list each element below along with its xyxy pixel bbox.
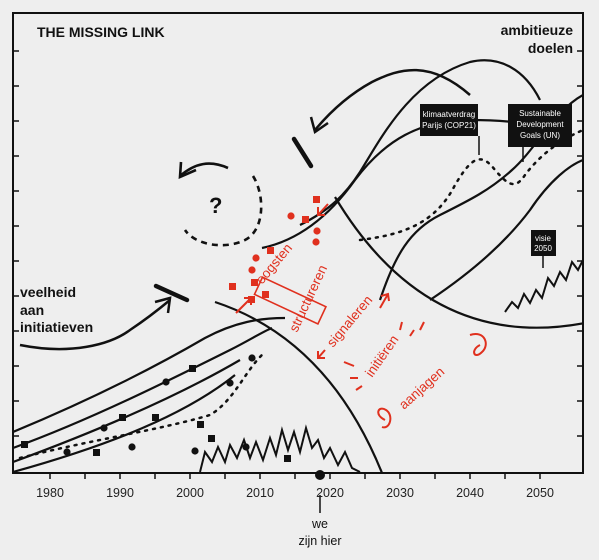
diagram-title: THE MISSING LINK [37, 24, 165, 40]
vision-box-line2: 2050 [534, 244, 552, 253]
sdg-box-line2: Development [516, 120, 564, 129]
initiate-label: initiëren [362, 332, 401, 379]
x-tick-label: 2030 [386, 486, 414, 500]
sdg-box [508, 104, 572, 147]
break-bar-upper [291, 136, 314, 169]
initiatives-arrow-head [154, 296, 172, 314]
question-mark: ? [209, 193, 222, 218]
x-tick-label: 2050 [526, 486, 554, 500]
vision-box [531, 230, 556, 256]
sdg-box-line3: Goals (UN) [520, 131, 560, 140]
structure-box [253, 276, 328, 326]
red-arrows [235, 203, 487, 429]
plot-frame [12, 12, 584, 474]
x-axis-ticks [49, 473, 541, 479]
question-cycle-arrow-head [178, 161, 197, 180]
paris-box [420, 104, 478, 136]
frame-ticks [13, 50, 583, 437]
jagged-data-line [199, 424, 361, 473]
current-position-dot [315, 470, 325, 480]
x-tick-label: 2040 [456, 486, 484, 500]
initiatives-label-line3: initiatieven [20, 319, 93, 335]
break-bar-lower [153, 283, 190, 303]
question-cycle-arrow-solid [179, 162, 229, 177]
x-axis-labels: 1980 1990 2000 2010 2020 2030 2040 2050 [36, 486, 554, 500]
ambition-arrow [314, 68, 471, 131]
ambition-label-line1: ambitieuze [501, 22, 574, 38]
lower-arc [214, 300, 384, 473]
we-are-here-line1: we [311, 517, 328, 531]
ambition-arrow-head [309, 116, 329, 135]
paris-box-line2: Parijs (COP21) [422, 121, 476, 130]
signal-label: signaleren [324, 293, 376, 350]
question-cycle-arrow [183, 175, 263, 247]
initiatives-label-line2: aan [20, 302, 44, 318]
we-are-here-line2: zijn hier [298, 534, 341, 548]
ambition-label-line2: doelen [528, 40, 573, 56]
right-jagged-line [504, 259, 583, 313]
structure-label: structureren [286, 263, 330, 335]
x-tick-label: 2020 [316, 486, 344, 500]
drive-label: aanjagen [396, 364, 447, 412]
black-data-markers [21, 354, 291, 462]
sdg-box-line1: Sustainable [519, 109, 561, 118]
paris-box-line1: klimaatverdrag [423, 110, 475, 119]
right-trend-lines [261, 59, 583, 301]
right-dotted-trend [358, 128, 583, 242]
x-tick-label: 2010 [246, 486, 274, 500]
upper-arc [334, 196, 583, 329]
vision-box-line1: visie [535, 234, 552, 243]
x-tick-label: 1990 [106, 486, 134, 500]
initiatives-arrow [19, 299, 171, 351]
left-dotted-trend [18, 350, 267, 460]
x-tick-label: 2000 [176, 486, 204, 500]
initiatives-label-line1: veelheid [20, 284, 76, 300]
x-tick-label: 1980 [36, 486, 64, 500]
